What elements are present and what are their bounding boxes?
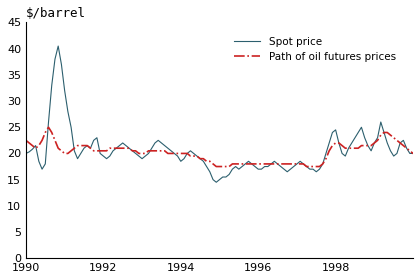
Path of oil futures prices (46, 125, 51, 129)
Spot price (281, 167, 286, 171)
Path of oil futures prices (101, 149, 106, 153)
Path of oil futures prices (285, 162, 290, 165)
Spot price (414, 149, 419, 153)
Spot price (101, 154, 106, 158)
Spot price (378, 120, 383, 124)
Legend: Spot price, Path of oil futures prices: Spot price, Path of oil futures prices (230, 32, 400, 66)
Path of oil futures prices (24, 139, 29, 142)
Path of oil futures prices (381, 131, 386, 134)
Path of oil futures prices (214, 165, 219, 168)
Line: Path of oil futures prices: Path of oil futures prices (26, 127, 420, 167)
Path of oil futures prices (339, 144, 344, 147)
Line: Spot price: Spot price (26, 46, 420, 200)
Spot price (275, 162, 280, 165)
Spot price (56, 45, 61, 48)
Spot price (336, 141, 341, 145)
Spot price (24, 152, 29, 155)
Path of oil futures prices (417, 152, 420, 155)
Text: $/barrel: $/barrel (26, 7, 86, 20)
Path of oil futures prices (278, 162, 284, 165)
